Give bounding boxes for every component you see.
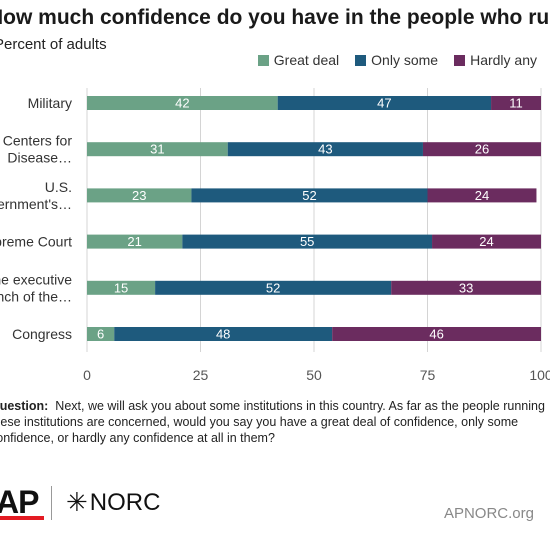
bar-segment [332, 327, 541, 341]
x-tick-label: 75 [420, 367, 436, 383]
bar-data-label: 26 [475, 142, 489, 157]
bar-data-label: 52 [266, 280, 280, 295]
x-tick-label: 25 [193, 367, 209, 383]
bar-data-label: 6 [97, 327, 104, 342]
site-url: APNORC.org [443, 505, 534, 522]
bar-data-label: 24 [479, 234, 493, 249]
bar-data-label: 11 [509, 96, 523, 111]
legend-label-hardly-any: Hardly any [470, 52, 537, 68]
bar-data-label: 43 [318, 142, 332, 157]
bar-data-label: 47 [377, 96, 391, 111]
norc-logo: ✳ NORC [66, 487, 160, 518]
legend-label-great-deal: Great deal [273, 52, 340, 68]
chart-subtitle: Percent of adults [0, 36, 107, 53]
bar-data-label: 48 [216, 327, 230, 342]
chart-title: How much confidence do you have in the p… [0, 6, 550, 29]
bar-segment [155, 280, 392, 295]
x-tick-label: 100 [529, 367, 550, 383]
bar-segment [182, 234, 433, 249]
bar-segment [227, 142, 423, 157]
norc-logo-text: NORC [89, 488, 161, 516]
bar-data-label: 42 [175, 96, 189, 111]
bar-segment [391, 280, 541, 295]
category-label: Centers for [3, 133, 73, 149]
bar-segment [87, 280, 156, 295]
category-label: branch of the… [0, 288, 72, 304]
bar-data-label: 23 [132, 188, 146, 203]
bar-data-label: 21 [127, 234, 141, 249]
bar-segment [491, 96, 541, 110]
bar-data-label: 33 [459, 280, 473, 295]
bar-data-label: 52 [302, 188, 316, 203]
question-label: Question: [0, 399, 49, 413]
x-tick-label: 0 [83, 367, 91, 383]
category-label: Supreme Court [0, 234, 72, 250]
bar-segment [87, 188, 192, 203]
bar-segment [87, 96, 278, 110]
legend-swatch-only-some [355, 54, 367, 66]
category-label: government's… [0, 196, 72, 212]
category-label: Congress [12, 326, 72, 342]
norc-star-icon: ✳ [66, 487, 88, 517]
ap-logo-underline [0, 516, 44, 520]
bar-segment [422, 142, 541, 157]
question-text: Next, we will ask you about some institu… [0, 399, 545, 445]
bar-segment [432, 234, 541, 249]
legend-label-only-some: Only some [371, 52, 439, 68]
category-label: The executive [0, 271, 72, 287]
question-note: Question: Next, we will ask you about so… [0, 398, 550, 446]
bar-segment [277, 96, 492, 110]
logo-divider [51, 486, 52, 520]
ap-logo: AP [0, 484, 39, 520]
bar-data-label: 15 [114, 280, 128, 295]
bar-segment [87, 327, 115, 341]
category-label: Disease… [7, 150, 72, 166]
bar-segment [87, 142, 228, 157]
bar-data-label: 31 [150, 142, 164, 157]
bar-segment [87, 234, 183, 249]
chart-legend: Great deal Only some Hardly any [242, 52, 537, 68]
legend-swatch-great-deal [257, 54, 269, 66]
legend-item-great-deal: Great deal [257, 52, 340, 68]
bar-data-label: 55 [300, 234, 314, 249]
bar-data-label: 24 [475, 188, 489, 203]
legend-item-only-some: Only some [355, 52, 438, 68]
bar-segment [427, 188, 537, 203]
category-label: Military [28, 95, 72, 111]
bar-segment [191, 188, 428, 203]
legend-item-hardly-any: Hardly any [454, 52, 537, 68]
category-label: U.S. [45, 179, 72, 195]
x-tick-label: 50 [306, 367, 322, 383]
bar-data-label: 46 [429, 327, 443, 342]
bar-segment [114, 327, 333, 341]
legend-swatch-hardly-any [454, 54, 466, 66]
